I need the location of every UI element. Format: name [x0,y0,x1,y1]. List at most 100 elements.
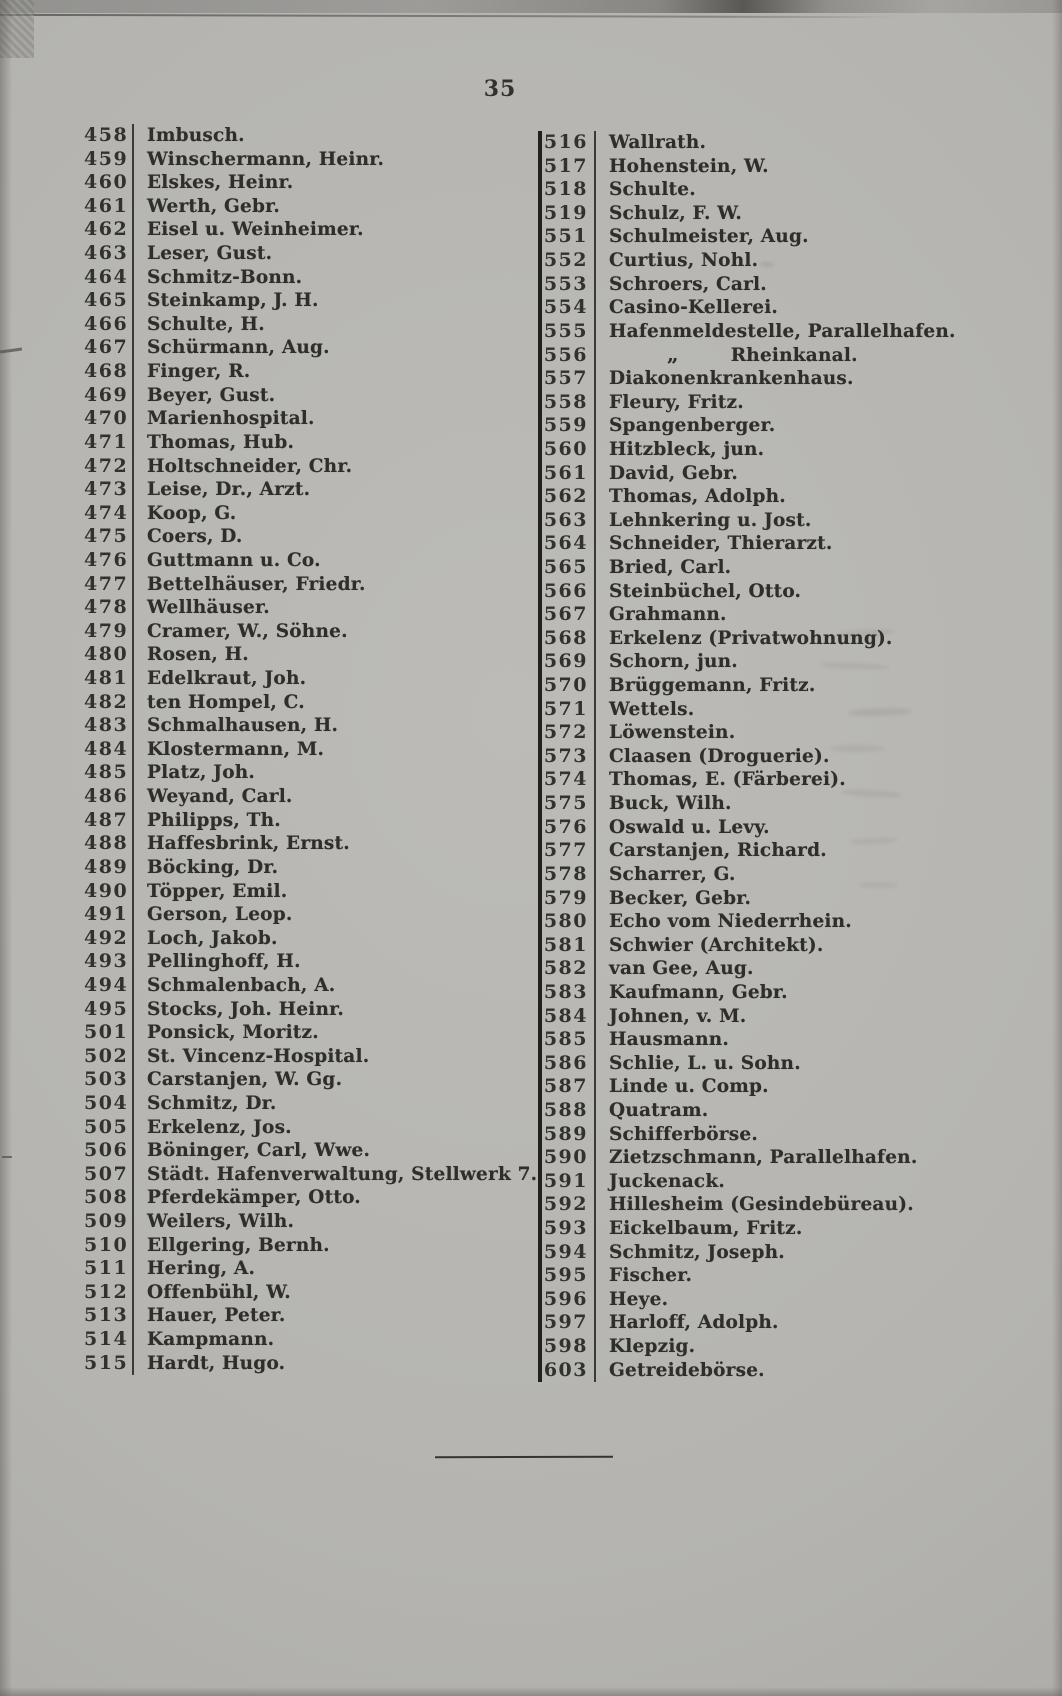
entry-name: Finger, R. [147,361,251,383]
directory-entry-row: 514 Kampmann. [84,1328,537,1352]
directory-entry-row: 590 Zietzschmann, Parallelhafen. [542,1146,956,1170]
entry-name: Platz, Joh. [147,762,256,784]
entry-number: 512 [84,1280,134,1305]
directory-entry-row: 595 Fischer. [542,1264,956,1288]
entry-name: Hardt, Hugo. [147,1352,286,1374]
directory-entry-row: 471 Thomas, Hub. [84,430,537,455]
directory-entry-row: 461 Werth, Gebr. [84,194,537,219]
scan-smudge [830,745,886,752]
entry-name: Klostermann, M. [147,738,325,760]
scan-edge-line [0,13,901,19]
directory-entry-row: 588 Quatram. [542,1098,956,1123]
entry-number: 493 [84,950,134,974]
directory-entry-row: 570 Brüggemann, Fritz. [542,674,956,698]
directory-entry-row: 476 Guttmann u. Co. [84,548,537,573]
entry-number: 466 [84,312,134,337]
entry-name: Werth, Gebr. [147,195,281,217]
entry-name: Thomas, Adolph. [609,486,786,508]
entry-number: 567 [542,603,596,627]
directory-entry-row: 486 Weyand, Carl. [84,785,537,809]
directory-entry-row: 572 Löwenstein. [542,721,956,745]
entry-number: 484 [84,737,134,762]
directory-entry-row: 576 Oswald u. Levy. [542,815,956,840]
entry-number: 478 [84,596,134,620]
entry-name: Winschermann, Heinr. [147,148,385,170]
entry-number: 556 [542,344,596,369]
entry-number: 577 [542,839,596,863]
entry-number: 584 [542,1004,596,1029]
directory-entry-row: 478 Wellhäuser. [84,596,537,620]
entry-number: 511 [84,1257,134,1281]
entry-name: Scharrer, G. [609,863,736,885]
entry-name: Haffesbrink, Ernst. [147,833,350,855]
directory-entry-row: 468 Finger, R. [84,360,537,384]
entry-number: 465 [84,289,134,313]
directory-entry-row: 555 Hafenmeldestelle, Parallelhafen. [542,319,956,344]
entry-name: Linde u. Comp. [609,1076,769,1098]
entry-name: Ponsick, Moritz. [147,1022,319,1044]
entry-name: Casino-Kellerei. [609,297,779,319]
entry-name: Johnen, v. M. [609,1005,747,1027]
directory-entry-row: 458 Imbusch. [84,124,537,148]
entry-number: 471 [84,430,134,455]
entry-number: 514 [84,1328,134,1352]
entry-number: 487 [84,808,134,833]
directory-entry-row: 589 Schifferbörse. [542,1122,956,1147]
entry-number: 570 [542,674,596,698]
scan-edge-top [0,0,1062,13]
entry-number: 563 [542,508,596,533]
entry-number: 495 [84,997,134,1022]
directory-entry-row: 559 Spangenberger. [542,414,956,438]
entry-name: Fleury, Fritz. [609,391,744,413]
directory-entry-row: 487 Philipps, Th. [84,808,537,833]
entry-name: Echo vom Niederrhein. [609,911,852,933]
directory-entry-row: 577 Carstanjen, Richard. [542,839,956,863]
entry-name: Loch, Jakob. [147,927,278,949]
entry-name: Hering, A. [147,1258,256,1280]
entry-number: 585 [542,1028,596,1052]
entry-name: Marienhospital. [147,408,315,430]
entry-number: 586 [542,1051,596,1076]
entry-number: 587 [542,1075,596,1099]
directory-entry-row: 460 Elskes, Heinr. [84,171,537,195]
entry-number: 603 [542,1358,596,1383]
entry-number: 555 [542,319,596,344]
entry-name: Steinkamp, J. H. [147,290,319,312]
entry-name: Eickelbaum, Fritz. [609,1218,803,1240]
directory-entry-row: 593 Eickelbaum, Fritz. [542,1217,956,1241]
entry-number: 573 [542,744,596,769]
entry-number: 595 [542,1264,596,1288]
directory-entry-row: 510 Ellgering, Bernh. [84,1233,537,1258]
entry-name: Weilers, Wilh. [147,1211,295,1233]
entry-number: 578 [542,862,596,887]
entry-name: Quatram. [609,1099,709,1121]
entry-number: 554 [542,296,596,320]
entry-number: 594 [542,1240,596,1265]
directory-entry-row: 552 Curtius, Nohl. [542,249,956,273]
directory-entry-row: 603 Getreidebörse. [542,1358,956,1383]
directory-entry-row: 492 Loch, Jakob. [84,926,537,951]
directory-entry-row: 556 „ Rheinkanal. [542,343,956,369]
entry-name: Cramer, W., Söhne. [147,620,348,642]
entry-number: 551 [542,225,596,250]
entry-name: Schmitz-Bonn. [147,266,303,288]
entry-number: 582 [542,957,596,981]
entry-name: Zietzschmann, Parallelhafen. [609,1147,918,1169]
entry-name: Schneider, Thierarzt. [609,533,833,555]
entry-name: Böcking, Dr. [147,856,279,878]
directory-entry-row: 594 Schmitz, Joseph. [542,1240,956,1265]
entry-name: Steinbüchel, Otto. [609,580,802,602]
entry-number: 486 [84,785,134,809]
directory-entry-row: 584 Johnen, v. M. [542,1004,956,1029]
directory-entry-row: 481 Edelkraut, Joh. [84,667,537,691]
entry-name: Töpper, Emil. [147,880,288,902]
entry-number: 591 [542,1169,596,1194]
entry-number: 504 [84,1091,134,1116]
directory-column-right: 516 Wallrath. 517 Hohenstein, W. 518 Sch… [538,131,956,1383]
entry-number: 468 [84,360,134,384]
directory-entry-row: 575 Buck, Wilh. [542,792,956,816]
directory-entry-row: 551 Schulmeister, Aug. [542,225,956,250]
entry-number: 583 [542,980,596,1005]
directory-entry-row: 470 Marienhospital. [84,407,537,431]
margin-mark [2,1156,12,1158]
